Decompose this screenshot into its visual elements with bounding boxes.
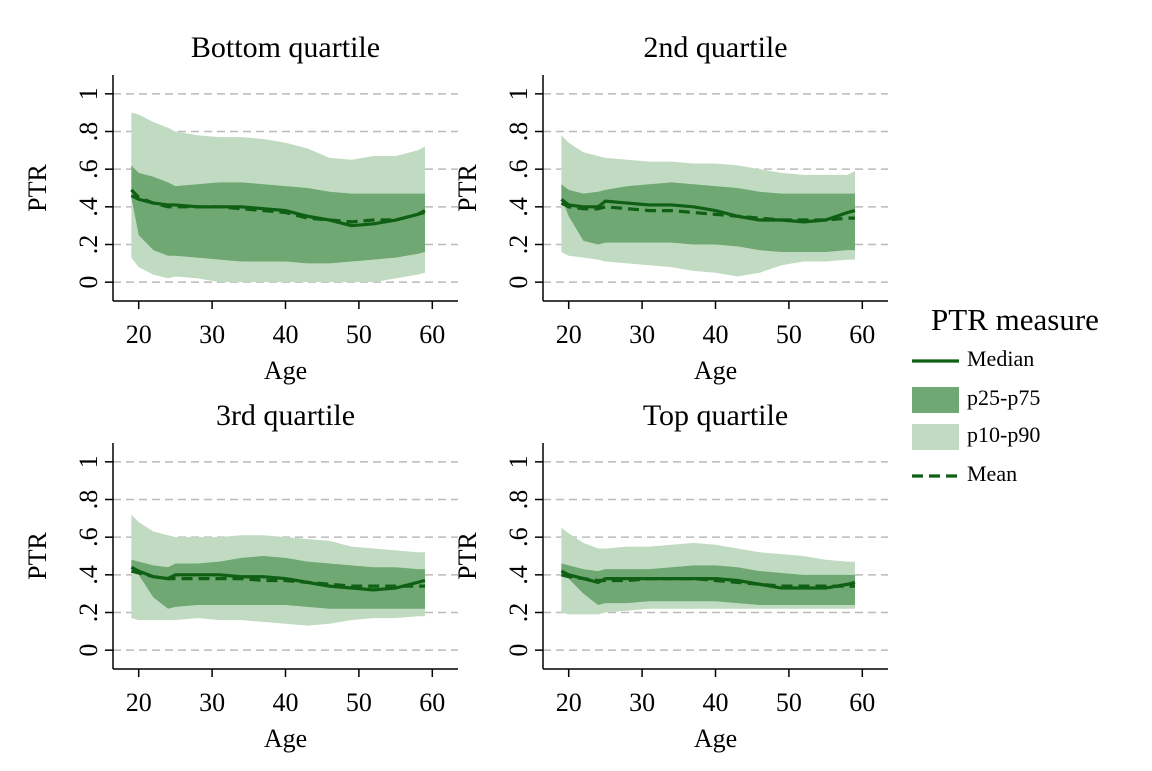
- x-tick-label: 60: [849, 688, 875, 717]
- x-tick-label: 60: [849, 320, 875, 349]
- y-axis-label: PTR: [453, 164, 482, 212]
- y-tick-label: .6: [74, 527, 103, 547]
- y-axis-label: PTR: [453, 532, 482, 580]
- x-tick-label: 30: [199, 688, 225, 717]
- x-tick-label: 20: [126, 320, 152, 349]
- y-tick-label: .4: [504, 197, 533, 217]
- panel-title: 2nd quartile: [643, 31, 787, 64]
- y-tick-label: 1: [74, 87, 103, 100]
- x-tick-label: 30: [629, 688, 655, 717]
- y-tick-label: .2: [504, 235, 533, 255]
- mean-line: [130, 188, 426, 224]
- x-tick-label: 20: [126, 688, 152, 717]
- y-tick-label: .4: [504, 565, 533, 585]
- x-axis-label: Age: [694, 724, 737, 753]
- band: [561, 563, 855, 605]
- y-tick-label: .8: [74, 490, 103, 510]
- x-tick-label: 30: [629, 320, 655, 349]
- y-tick-label: 0: [74, 276, 103, 289]
- y-tick-label: .6: [504, 527, 533, 547]
- y-tick-label: .4: [74, 197, 103, 217]
- y-tick-label: .2: [74, 235, 103, 255]
- legend-swatch: [912, 424, 959, 450]
- y-tick-label: .6: [74, 159, 103, 179]
- legend-label: p10-p90: [967, 422, 1040, 447]
- median-line: [560, 198, 856, 224]
- y-tick-label: 0: [504, 276, 533, 289]
- y-tick-label: 1: [504, 87, 533, 100]
- x-tick-label: 40: [703, 320, 729, 349]
- panel-title: 3rd quartile: [216, 399, 355, 432]
- y-tick-label: .8: [504, 490, 533, 510]
- x-tick-label: 50: [776, 688, 802, 717]
- x-tick-label: 50: [346, 320, 372, 349]
- y-tick-label: .4: [74, 565, 103, 585]
- y-axis-label: PTR: [23, 532, 52, 580]
- band: [131, 165, 425, 264]
- legend-label: Median: [967, 346, 1034, 371]
- y-tick-label: .2: [74, 603, 103, 623]
- y-tick-label: 1: [74, 455, 103, 468]
- y-tick-label: .2: [504, 603, 533, 623]
- x-axis-label: Age: [264, 356, 307, 385]
- x-tick-label: 40: [273, 320, 299, 349]
- x-tick-label: 20: [556, 320, 582, 349]
- y-tick-label: .6: [504, 159, 533, 179]
- x-axis-label: Age: [264, 724, 307, 753]
- band: [131, 556, 425, 609]
- y-axis-label: PTR: [23, 164, 52, 212]
- legend-label: p25-p75: [967, 385, 1040, 410]
- legend-swatch: [912, 387, 959, 413]
- x-axis-label: Age: [694, 356, 737, 385]
- panel-title: Top quartile: [643, 399, 788, 432]
- x-tick-label: 60: [419, 688, 445, 717]
- x-tick-label: 40: [703, 688, 729, 717]
- x-tick-label: 30: [199, 320, 225, 349]
- x-tick-label: 20: [556, 688, 582, 717]
- median-line: [130, 565, 426, 592]
- legend-label: Mean: [967, 461, 1017, 486]
- x-tick-label: 50: [346, 688, 372, 717]
- y-tick-label: 0: [74, 644, 103, 657]
- y-tick-label: .8: [74, 122, 103, 142]
- median-line: [560, 569, 856, 590]
- legend-title: PTR measure: [931, 302, 1099, 337]
- y-tick-label: 1: [504, 455, 533, 468]
- x-tick-label: 40: [273, 688, 299, 717]
- x-tick-label: 60: [419, 320, 445, 349]
- y-tick-label: 0: [504, 644, 533, 657]
- x-tick-label: 50: [776, 320, 802, 349]
- band: [561, 182, 855, 253]
- panel-title: Bottom quartile: [191, 31, 380, 64]
- y-tick-label: .8: [504, 122, 533, 142]
